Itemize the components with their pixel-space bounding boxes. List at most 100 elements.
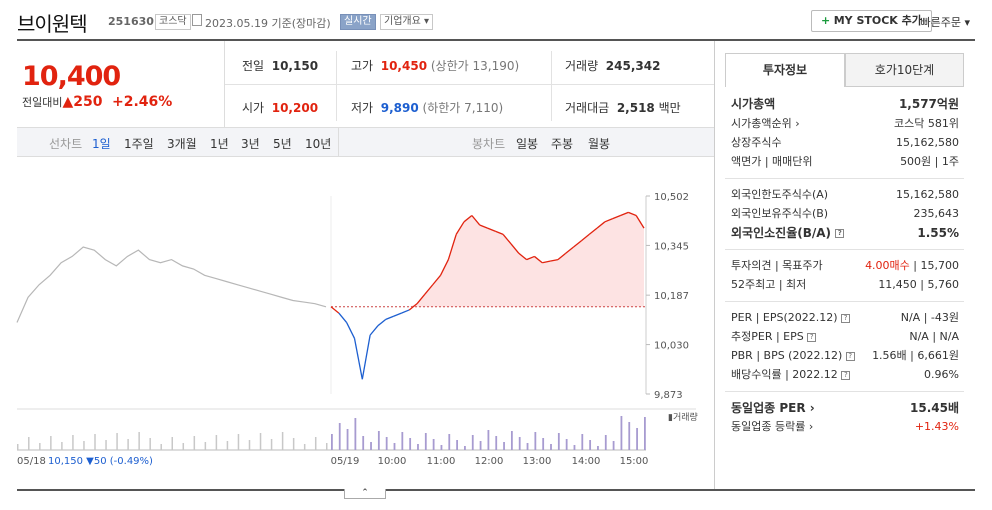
volume-bar <box>495 436 498 450</box>
price-segment <box>635 215 645 229</box>
volume-bar <box>149 438 151 450</box>
prev-day-line <box>16 246 327 323</box>
volume-bar <box>393 443 396 450</box>
volume-bar <box>636 428 638 450</box>
price-segment <box>408 303 418 311</box>
price-segment <box>455 221 465 235</box>
quick-order-button[interactable]: 빠른주문 ▾ <box>920 16 970 29</box>
tab-1week[interactable]: 1주일 <box>124 137 154 151</box>
help-icon[interactable]: ? <box>835 229 845 238</box>
volume-bar <box>597 446 599 450</box>
up-arrow-icon: ▲ <box>62 94 74 110</box>
volume: 거래량 245,342 <box>565 59 661 73</box>
chevron-right-icon: › <box>808 420 814 433</box>
prev-day-info: 10,150 ▼50 (-0.49%) <box>48 456 153 467</box>
sector-rate-row[interactable]: 동일업종 등락률 › +1.43% <box>731 420 959 433</box>
help-icon[interactable]: ? <box>845 351 855 361</box>
volume-bar <box>346 429 349 450</box>
divider <box>17 489 975 491</box>
volume-bar <box>589 440 592 450</box>
chevron-up-icon: ⌃ <box>361 488 369 498</box>
volume-bar <box>573 445 576 450</box>
tab-1day[interactable]: 1일 <box>92 137 111 151</box>
volume-bar <box>432 439 435 450</box>
volume-bar <box>105 440 107 450</box>
price-segment <box>432 274 442 286</box>
price-segment <box>612 214 621 220</box>
volume-bar <box>628 422 631 450</box>
price-segment <box>580 233 590 242</box>
y-tick-label: 10,187 <box>654 291 689 302</box>
volume-bar <box>581 434 584 450</box>
prev-day-label: 05/18 <box>17 456 46 467</box>
tab-1year[interactable]: 1년 <box>210 137 229 151</box>
volume-bar <box>171 437 173 450</box>
volume-label: ▮거래량 <box>668 411 698 423</box>
volume-bar <box>510 431 513 450</box>
divider <box>551 51 552 121</box>
volume-bar <box>479 441 482 450</box>
sector-per-row[interactable]: 동일업종 PER › 15.45배 <box>731 401 959 415</box>
tab-weekly[interactable]: 주봉 <box>551 137 574 151</box>
company-info-button[interactable]: 기업개요 ▾ <box>380 14 434 30</box>
price-segment <box>346 322 356 339</box>
help-icon[interactable]: ? <box>841 370 851 380</box>
volume-bar <box>204 442 207 450</box>
mystock-button[interactable]: + MY STOCK 추가 <box>811 10 932 32</box>
volume-bar <box>550 444 552 450</box>
tab-invest-info[interactable]: 투자정보 <box>725 53 845 87</box>
live-badge[interactable]: 실시간 <box>340 14 376 30</box>
foreign-limit-row: 외국인한도주식수(A) 15,162,580 <box>731 188 959 201</box>
y-tick-label: 10,030 <box>654 341 689 352</box>
price-segment <box>620 211 629 217</box>
volume-bar <box>424 433 427 450</box>
price-segment <box>330 306 340 314</box>
help-icon[interactable]: ? <box>841 313 851 323</box>
volume-bar <box>193 436 196 450</box>
volume-bar <box>331 434 333 450</box>
volume-bar <box>487 430 490 450</box>
price-change: 전일대비▲250 +2.46% <box>22 94 173 110</box>
volume-bar <box>471 435 474 450</box>
volume-bar <box>377 431 380 450</box>
calendar-icon <box>192 14 202 26</box>
volume-bar <box>215 435 218 450</box>
tab-5year[interactable]: 5년 <box>273 137 292 151</box>
line-chart-label: 선차트 <box>49 137 83 151</box>
price-segment <box>463 215 473 223</box>
price-segment <box>495 230 504 236</box>
volume-bar <box>612 441 615 450</box>
tab-3month[interactable]: 3개월 <box>167 137 197 151</box>
volume-bar <box>226 441 229 450</box>
divider <box>225 84 714 85</box>
pbr-row: PBR | BPS (2022.12) ? 1.56배 | 6,661원 <box>731 349 959 362</box>
price-chart: 10,502 10,345 10,187 10,030 9,873 ▮거래량 05/19… <box>16 192 698 467</box>
tab-10year[interactable]: 10년 <box>305 137 332 151</box>
x-tick-label: 10:00 <box>378 456 407 467</box>
market-cap-rank-row[interactable]: 시가총액순위 › 코스닥 581위 <box>731 117 959 130</box>
price-segment <box>338 312 348 323</box>
help-icon[interactable]: ? <box>807 332 817 342</box>
tab-daily[interactable]: 일봉 <box>516 137 539 151</box>
open-price: 시가 10,200 <box>242 101 319 115</box>
volume-bar <box>160 444 162 450</box>
price-segment <box>588 227 598 235</box>
price-segment <box>565 246 574 254</box>
foreign-hold-row: 외국인보유주식수(B) 235,643 <box>731 207 959 220</box>
volume-bar <box>354 418 357 450</box>
volume-bar <box>127 439 129 450</box>
foreign-ratio-row: 외국인소진율(B/A) ? 1.55% <box>731 226 959 240</box>
price-segment <box>502 233 512 245</box>
divider <box>725 391 964 392</box>
tab-monthly[interactable]: 월봉 <box>588 137 611 151</box>
price-segment <box>628 211 637 217</box>
tab-3year[interactable]: 3년 <box>241 137 260 151</box>
market-cap-row: 시가총액 1,577억원 <box>731 97 959 111</box>
y-tick-label: 9,873 <box>654 390 683 401</box>
volume-bar <box>385 437 388 450</box>
collapse-toggle[interactable]: ⌃ <box>344 489 386 499</box>
tab-hoga[interactable]: 호가10단계 <box>845 53 964 87</box>
price-segment <box>377 318 387 327</box>
price-segment <box>385 315 394 320</box>
volume-bar <box>17 444 19 450</box>
